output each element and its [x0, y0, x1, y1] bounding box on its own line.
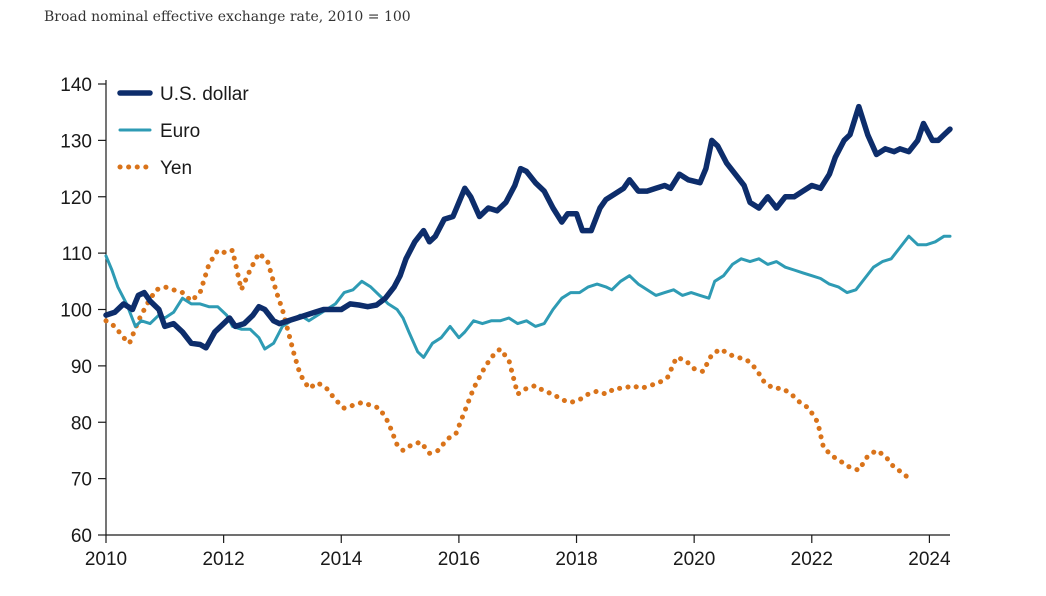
- y-tick-label: 80: [71, 413, 92, 434]
- series-line-euro: [104, 234, 952, 359]
- series-lines: [103, 103, 953, 484]
- x-tick-label: 2016: [438, 549, 480, 570]
- x-tick-label: 2022: [791, 549, 833, 570]
- chart-title: Broad nominal effective exchange rate, 2…: [44, 9, 411, 25]
- x-tick-label: 2024: [908, 549, 951, 570]
- x-tick-label: 2020: [673, 549, 715, 570]
- x-tick-label: 2014: [320, 549, 363, 570]
- legend-label-u-s-dollar: U.S. dollar: [160, 84, 249, 105]
- x-tick-label: 2010: [85, 549, 127, 570]
- legend: U.S. dollar Euro Yen: [117, 84, 249, 179]
- axes: 60 70 80 90 100 110 120 130 140 2010 2012 2014 2016 2…: [60, 75, 951, 570]
- x-tick-label: 2018: [555, 549, 597, 570]
- y-tick-label: 60: [71, 526, 92, 547]
- y-tick-label: 140: [60, 75, 92, 96]
- legend-label-yen: Yen: [160, 158, 192, 179]
- y-tick-label: 110: [62, 244, 92, 265]
- y-tick-label: 130: [60, 131, 92, 152]
- legend-label-euro: Euro: [160, 121, 200, 142]
- x-tick-label: 2012: [202, 549, 244, 570]
- y-tick-label: 120: [60, 188, 92, 209]
- series-line-yen: [103, 246, 915, 484]
- y-tick-label: 90: [71, 357, 92, 378]
- series-line-u-s-dollar: [103, 103, 953, 351]
- y-tick-label: 100: [60, 301, 92, 322]
- y-tick-label: 70: [71, 470, 92, 491]
